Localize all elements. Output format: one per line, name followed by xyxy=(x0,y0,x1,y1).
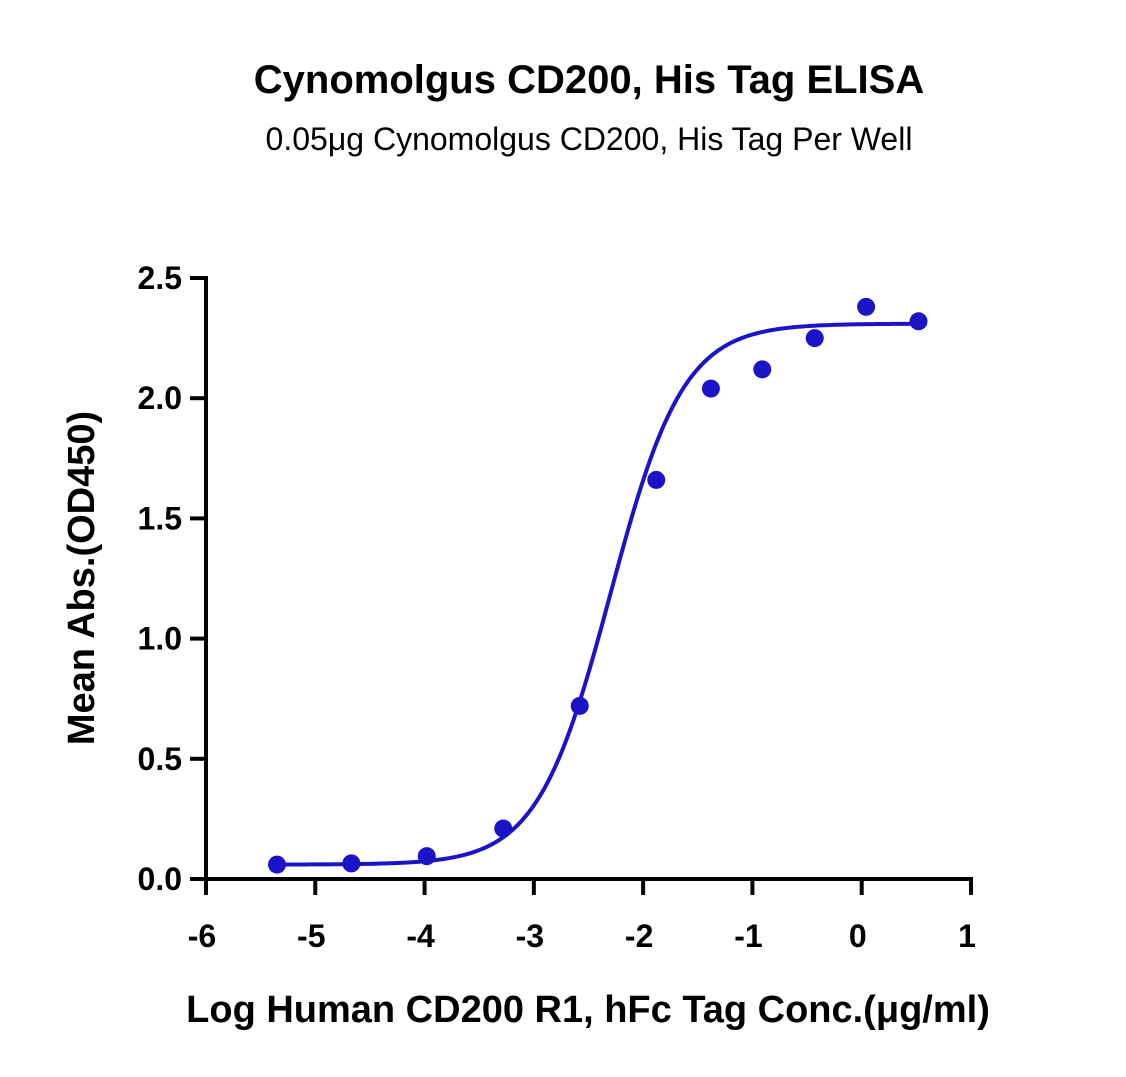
data-point xyxy=(494,819,513,838)
axes xyxy=(204,276,973,881)
y-tick-label: 2.0 xyxy=(138,380,182,416)
chart-title: Cynomolgus CD200, His Tag ELISA xyxy=(254,58,925,102)
points-layer xyxy=(268,297,928,874)
data-point xyxy=(268,855,287,874)
data-point xyxy=(701,379,720,398)
x-axis-title: Log Human CD200 R1, hFc Tag Conc.(μg/ml) xyxy=(186,989,990,1031)
data-point xyxy=(857,297,876,316)
y-tick-label: 0.5 xyxy=(138,741,182,777)
y-ticks: 0.0 0.5 1.0 1.5 2.0 2.5 xyxy=(138,260,206,897)
y-tick-label: 0.0 xyxy=(138,861,182,897)
x-tick-label: -4 xyxy=(406,918,435,954)
data-point xyxy=(909,312,928,331)
fit-curve xyxy=(277,321,919,867)
x-tick-label: -1 xyxy=(734,918,762,954)
data-point xyxy=(805,329,824,348)
fit-layer xyxy=(277,321,919,867)
data-point xyxy=(570,696,589,715)
x-ticks: -6 -5 -4 -3 -2 -1 0 1 xyxy=(188,879,976,954)
chart-subtitle: 0.05μg Cynomolgus CD200, His Tag Per Wel… xyxy=(266,121,913,157)
y-tick-label: 1.5 xyxy=(138,500,182,536)
x-tick-label: -3 xyxy=(516,918,544,954)
y-tick-label: 2.5 xyxy=(138,260,182,296)
x-tick-label: -6 xyxy=(188,918,216,954)
y-axis-title: Mean Abs.(OD450) xyxy=(61,411,103,745)
x-tick-label: -2 xyxy=(625,918,653,954)
x-tick-label: -5 xyxy=(297,918,325,954)
data-point xyxy=(647,470,666,489)
x-tick-label: 0 xyxy=(849,918,867,954)
data-point xyxy=(342,854,361,873)
x-tick-label: 1 xyxy=(958,918,976,954)
data-point xyxy=(753,360,772,379)
y-tick-label: 1.0 xyxy=(138,621,182,657)
data-point xyxy=(417,847,436,866)
